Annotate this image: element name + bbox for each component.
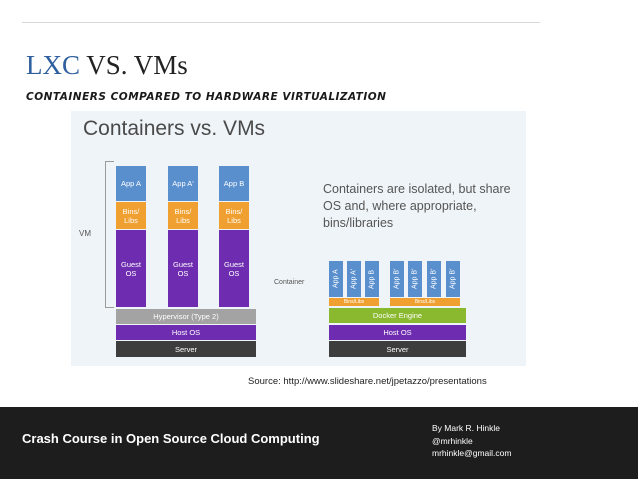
vm-app: App A — [116, 166, 146, 201]
course-title: Crash Course in Open Source Cloud Comput… — [22, 431, 320, 446]
vm-hypervisor: Hypervisor (Type 2) — [116, 309, 256, 324]
vm-label: VM — [79, 229, 91, 238]
container-host-os: Host OS — [329, 325, 466, 340]
container-app: App B — [365, 261, 379, 297]
vm-server: Server — [116, 341, 256, 357]
slide-subtitle: Containers Compared to Hardware Virtuali… — [26, 91, 387, 103]
vm-bins: Bins/ Libs — [168, 202, 198, 229]
vm-app: App A' — [168, 166, 198, 201]
container-app: App A — [329, 261, 343, 297]
container-app: App B' — [408, 261, 422, 297]
vm-bins: Bins/ Libs — [219, 202, 249, 229]
container-app: App B' — [390, 261, 404, 297]
vm-app: App B — [219, 166, 249, 201]
container-app: App A' — [347, 261, 361, 297]
figure-title: Containers vs. VMs — [83, 117, 266, 140]
container-bins: Bins/Libs — [329, 298, 379, 306]
containers-vs-vms-figure: Containers vs. VMs VM App A App A' App B… — [71, 111, 526, 366]
footer-bar — [0, 407, 638, 479]
slide-title: LXC VS. VMs — [26, 50, 188, 81]
vm-guest-os: Guest OS — [168, 230, 198, 307]
top-divider — [22, 22, 540, 23]
vm-guest-os: Guest OS — [116, 230, 146, 307]
vm-guest-os: Guest OS — [219, 230, 249, 307]
container-label: Container — [274, 279, 305, 286]
author-name: By Mark R. Hinkle — [432, 423, 501, 433]
author-handle: @mrhinkle — [432, 435, 473, 446]
title-accent: LXC — [26, 50, 80, 80]
figure-note: Containers are isolated, but share OS an… — [323, 182, 511, 230]
source-citation: Source: http://www.slideshare.net/jpetaz… — [248, 376, 487, 387]
container-bins: Bins/Libs — [390, 298, 460, 306]
vm-bins: Bins/ Libs — [116, 202, 146, 229]
container-app: App B' — [427, 261, 441, 297]
title-rest: VS. VMs — [80, 50, 188, 80]
container-app: App B' — [446, 261, 460, 297]
container-server: Server — [329, 341, 466, 357]
vm-bracket — [105, 161, 114, 308]
author-email: mrhinkle@gmail.com — [432, 448, 512, 458]
docker-engine: Docker Engine — [329, 308, 466, 323]
author-block: By Mark R. Hinkle @mrhinkle mrhinkle@gma… — [432, 422, 511, 460]
vm-host-os: Host OS — [116, 325, 256, 340]
